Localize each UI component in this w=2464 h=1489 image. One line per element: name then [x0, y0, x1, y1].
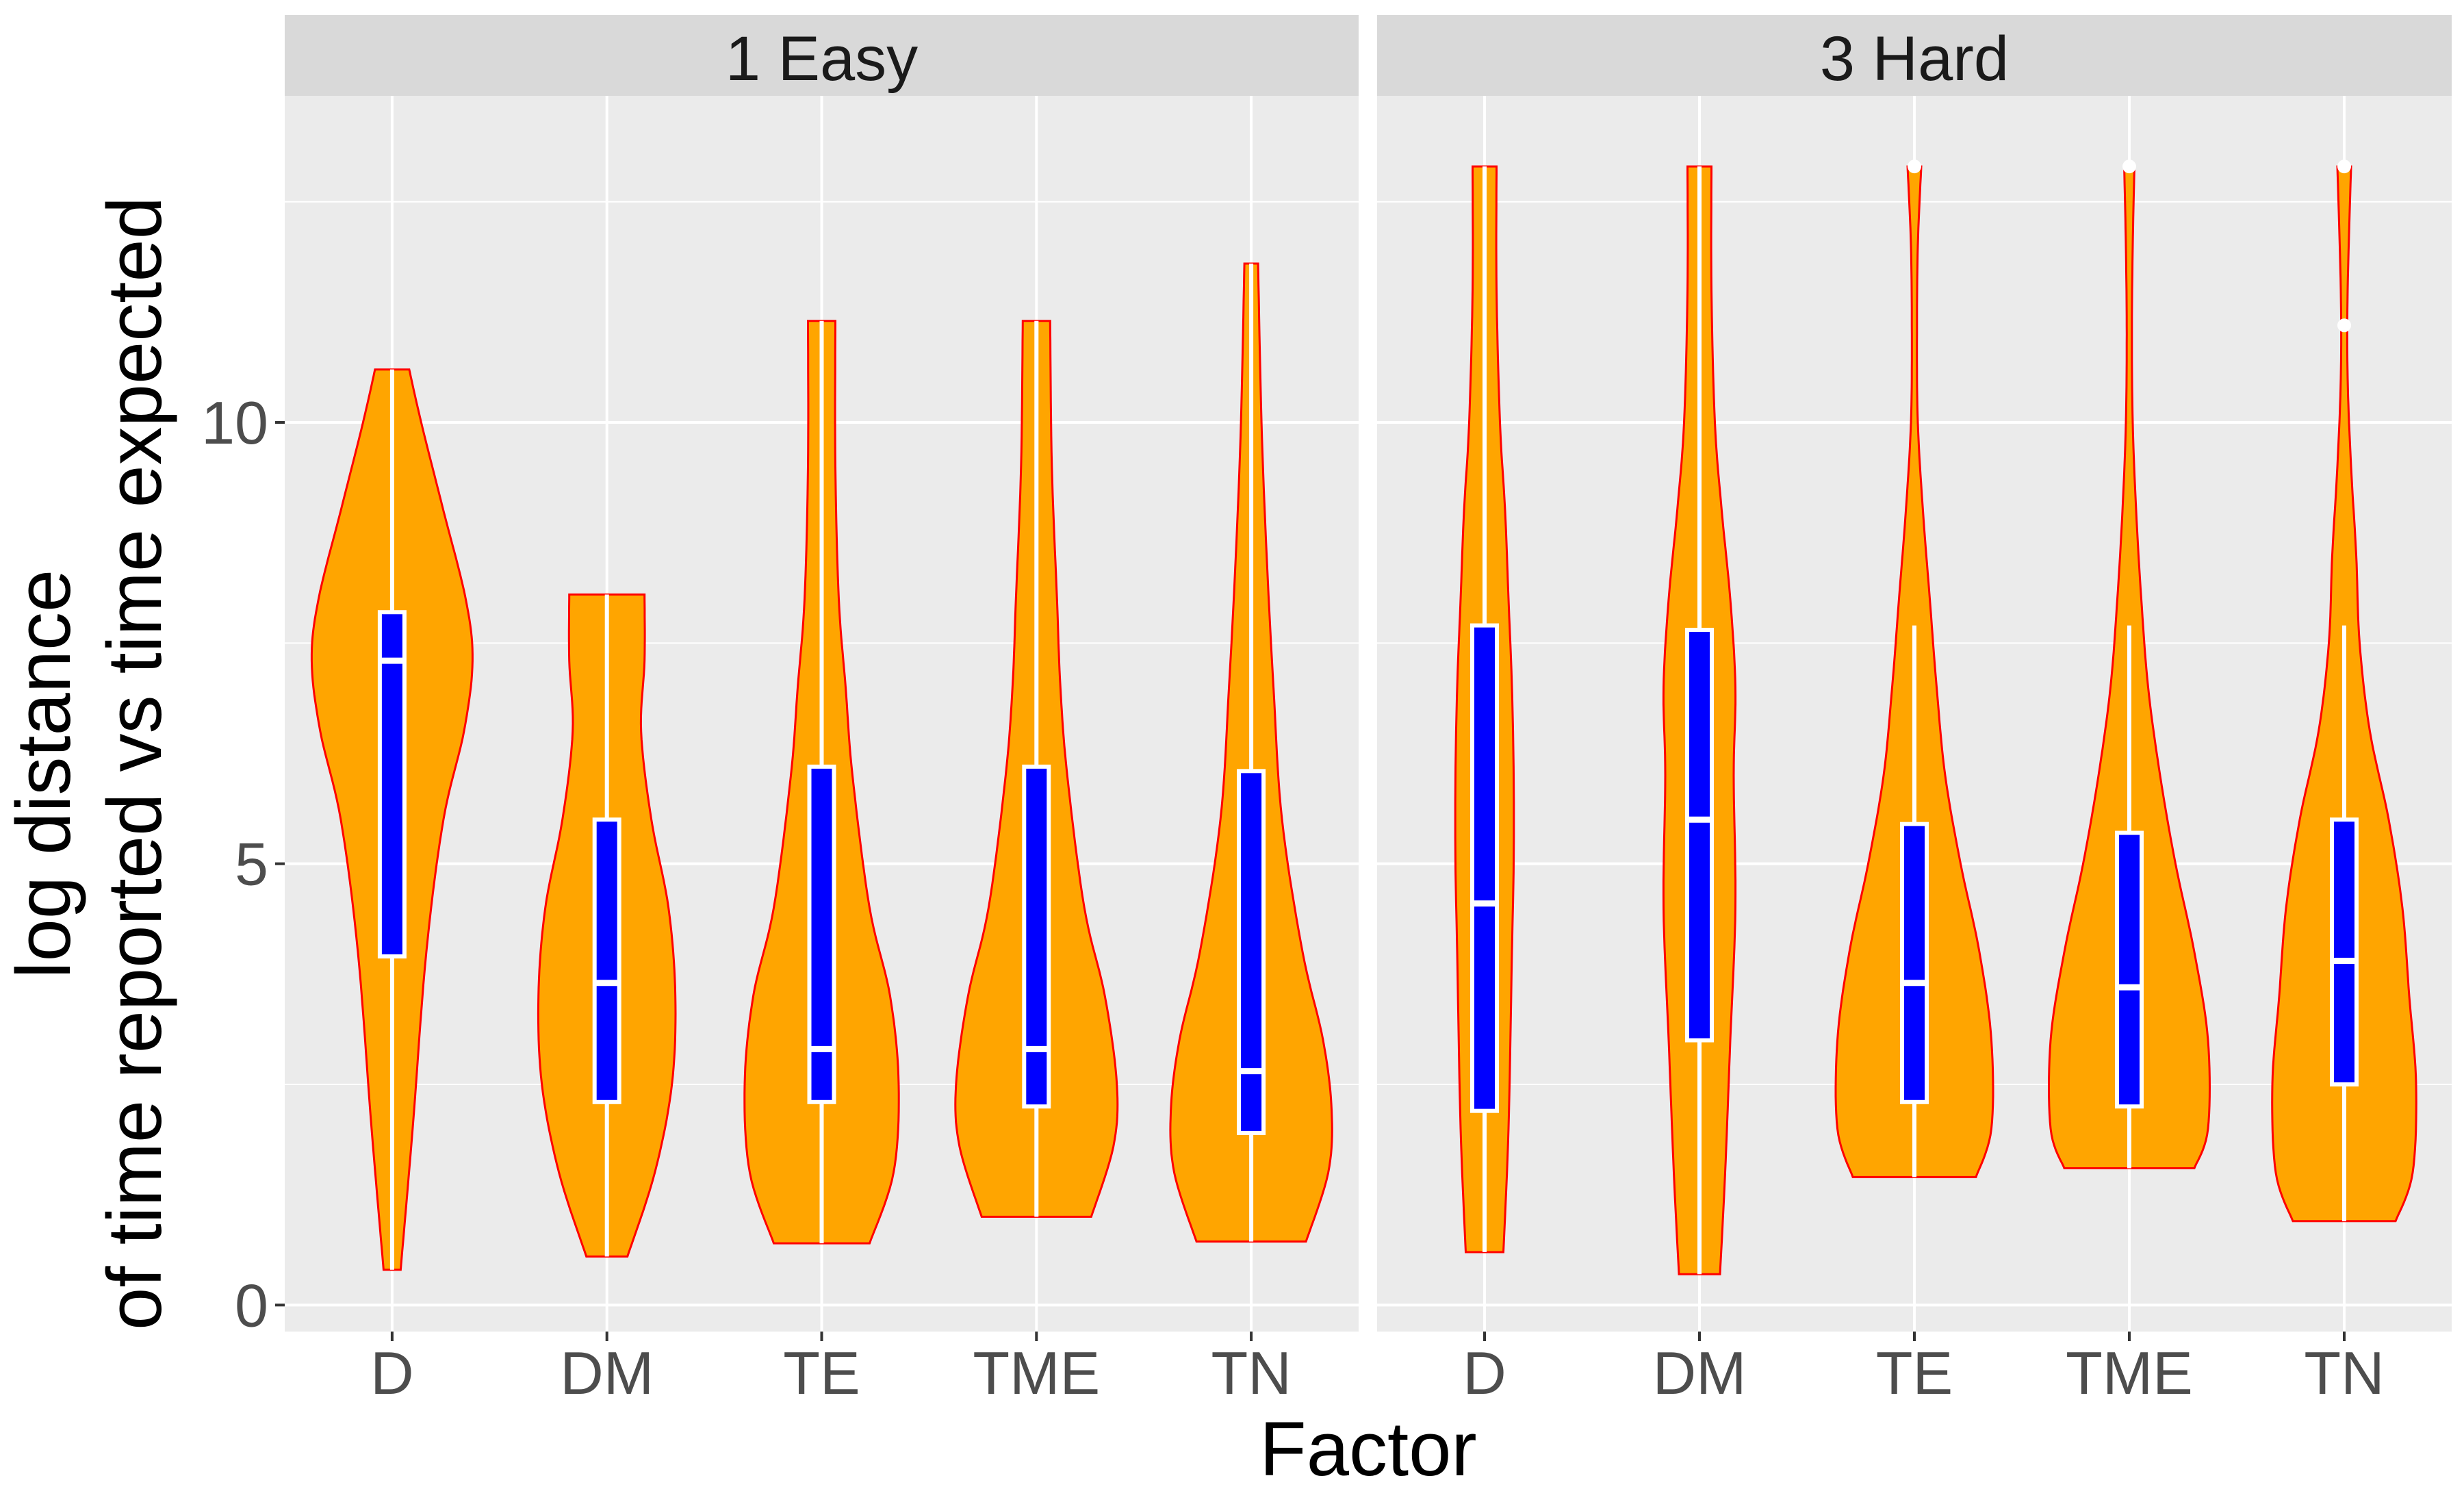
x-axis-title: Factor [1259, 1406, 1476, 1489]
y-axis-title-line-1: log distance [1, 570, 86, 979]
y-axis-title: log distance of time reported vs time ex… [1, 196, 177, 1330]
violin-group-TME [954, 320, 1119, 1218]
outlier-point-TE [1908, 160, 1921, 174]
box-TE [1900, 822, 1929, 1104]
panel-strip [1377, 15, 2452, 96]
x-tick-label: TE [783, 1339, 860, 1407]
y-axis-title-line-2: of time reported vs time expected [92, 196, 177, 1330]
outlier-point-TN [2337, 318, 2351, 333]
outlier-point-TN [2337, 160, 2351, 174]
box-TME [2115, 830, 2144, 1109]
box-TME [1022, 764, 1051, 1109]
x-tick-label: D [370, 1339, 414, 1407]
violin-group-DM [1662, 165, 1737, 1275]
box-TN [1237, 769, 1266, 1135]
panels-layer: 1 Easy 3 Hard [285, 15, 2452, 1332]
axes-layer: 0 5 10 D DM TE TME TN D DM TE TME TN [201, 389, 2385, 1407]
y-tick-label: 0 [235, 1271, 268, 1339]
violin-group-TN [2271, 165, 2417, 1223]
y-tick-label: 10 [201, 389, 268, 457]
violin-group-D [310, 368, 474, 1271]
x-tick-label: TE [1876, 1339, 1953, 1407]
x-tick-label: D [1463, 1339, 1506, 1407]
x-tick-label: TME [2066, 1339, 2193, 1407]
box-D [1470, 623, 1499, 1113]
panel-strip [285, 15, 1359, 96]
x-tick-label: TN [2304, 1339, 2384, 1407]
violin-group-TME [2047, 165, 2211, 1169]
violin-group-DM [537, 593, 677, 1258]
x-tick-label: DM [560, 1339, 654, 1407]
panel-strip-label: 1 Easy [726, 24, 918, 94]
box-DM [1685, 628, 1714, 1043]
x-tick-label: TN [1211, 1339, 1291, 1407]
x-tick-label: DM [1653, 1339, 1747, 1407]
panel-strip-label: 3 Hard [1820, 24, 2009, 94]
violin-group-TN [1169, 262, 1333, 1243]
violin-group-TE [743, 320, 900, 1245]
violin-group-TE [1834, 165, 1994, 1178]
box-DM [592, 817, 621, 1104]
x-tick-label: TME [973, 1339, 1100, 1407]
box-D [377, 610, 407, 959]
panel-2: 3 Hard [1377, 15, 2452, 1332]
violin-group-D [1454, 165, 1515, 1253]
box-TN [2330, 817, 2359, 1086]
y-tick-label: 5 [235, 830, 268, 898]
outlier-point-TME [2122, 160, 2136, 174]
panel-1: 1 Easy [285, 15, 1359, 1332]
